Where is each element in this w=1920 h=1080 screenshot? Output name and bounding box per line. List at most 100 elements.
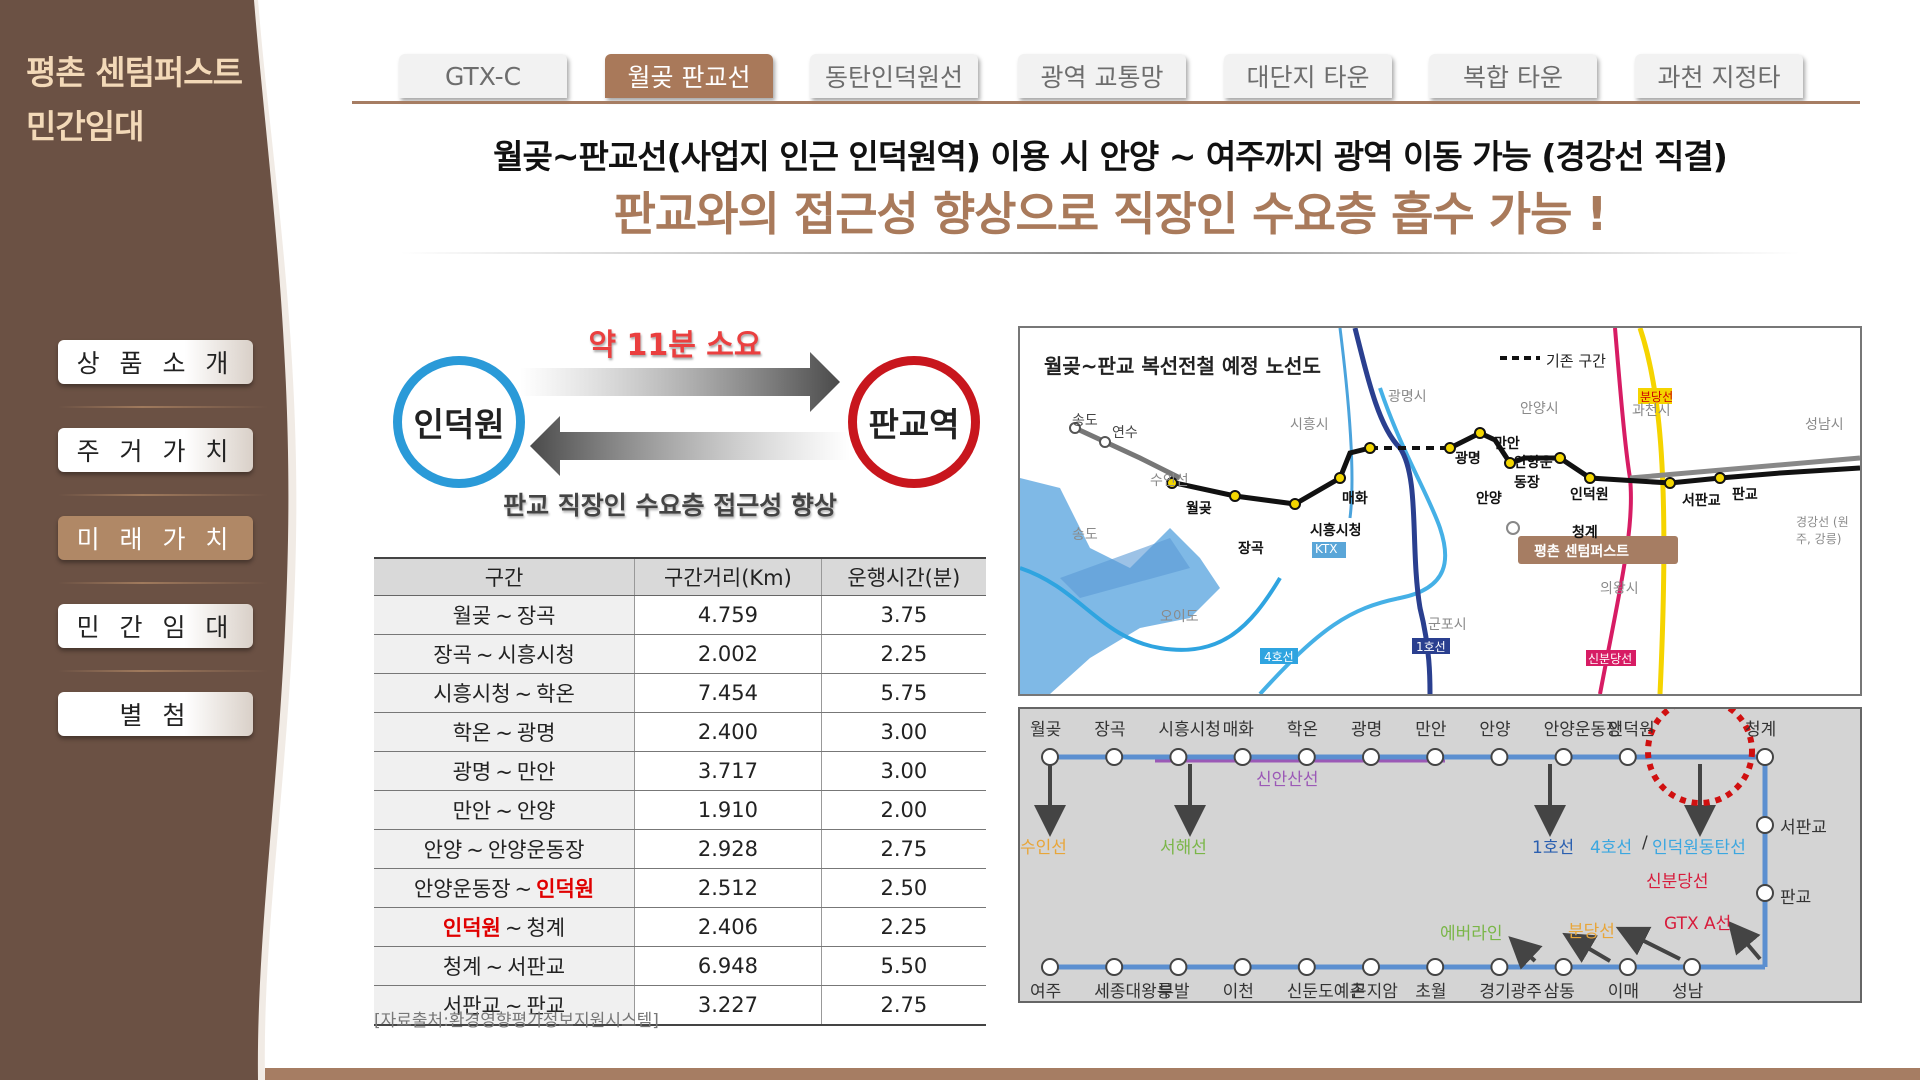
cell-section: 만안 ~ 안양	[374, 790, 636, 830]
tab-large-complex[interactable]: 대단지 타운	[1224, 54, 1392, 98]
line-tag-bundang: 분당선	[1640, 390, 1674, 404]
schematic-station-dot	[1554, 748, 1573, 766]
route-caption: 판교 직장인 수요층 접근성 향상	[503, 491, 837, 520]
schematic-station: 시흥시청	[1158, 720, 1221, 740]
site-label: 평촌 센텀퍼스트	[1534, 544, 1630, 560]
table-row: 서판교 ~ 판교 3.227 2.75	[374, 985, 986, 1026]
table-row: 안양 ~ 안양운동장 2.928 2.75	[374, 829, 986, 869]
schematic-station-dot	[1618, 748, 1637, 766]
sidebar-item-private-rental[interactable]: 민 간 임 대	[58, 604, 253, 648]
sidebar-item-product[interactable]: 상 품 소 개	[58, 340, 253, 384]
line-label-line1: 1호선	[1532, 838, 1575, 858]
map-place: 송도	[1072, 527, 1098, 543]
map-title: 월곶~판교 복선전철 예정 노선도	[1044, 354, 1321, 378]
section-separator: ~	[514, 877, 533, 901]
table-header-row: 구간 구간거리(Km) 운행시간(분)	[374, 557, 986, 596]
schematic-station: 이매	[1607, 982, 1640, 1002]
cell-time: 2.75	[821, 985, 986, 1026]
brand-title: 평촌 센텀퍼스트	[26, 53, 243, 92]
subheadline: 판교와의 접근성 향상으로 직장인 수요층 흡수 가능 !	[613, 187, 1608, 241]
schematic-station: 안양	[1479, 720, 1511, 740]
cell-section: 월곶 ~ 장곡	[374, 595, 636, 635]
schematic-station: 청계	[1745, 720, 1777, 740]
section-separator: ~	[504, 994, 523, 1018]
map-station: 송도	[1072, 413, 1098, 429]
schematic-station-dot	[1490, 748, 1509, 766]
section-from: 월곶	[452, 604, 492, 628]
sidebar-item-future-value[interactable]: 미 래 가 치	[58, 516, 253, 560]
map-station: 연수	[1112, 425, 1138, 441]
line-schematic: 월곶 장곡 시흥시청 매화 학온 광명 만안 안양 안양운동장 인덕원 청계 여주 세종대왕릉 부발 이천…	[1018, 707, 1862, 1003]
tab-mixed-town[interactable]: 복합 타운	[1429, 54, 1597, 98]
line-tag-1: 1호선	[1416, 640, 1446, 654]
tab-dongtan-indeokwon[interactable]: 동탄인덕원선	[810, 54, 978, 98]
schematic-station-dot	[1169, 958, 1188, 976]
table-row: 학온 ~ 광명 2.400 3.00	[374, 712, 986, 752]
line-label-everline: 에버라인	[1440, 924, 1503, 944]
cell-time: 2.25	[821, 634, 986, 674]
map-station: 만안	[1494, 436, 1520, 452]
section-from: 시흥시청	[433, 682, 511, 706]
schematic-station-dot	[1041, 958, 1059, 976]
sidebar-divider	[58, 670, 268, 672]
schematic-station-dot	[1362, 748, 1380, 766]
schematic-station: 판교	[1780, 888, 1812, 908]
schematic-station: 신둔도예촌	[1286, 982, 1365, 1002]
map-place: 수인선	[1150, 473, 1189, 489]
map-place: 과천시	[1632, 403, 1671, 419]
cell-distance: 4.759	[634, 595, 822, 635]
tab-regional-transport[interactable]: 광역 교통망	[1018, 54, 1186, 98]
brand-subtitle: 민간임대	[26, 107, 144, 146]
section-separator: ~	[495, 604, 513, 628]
section-to: 광명	[516, 721, 556, 745]
map-place: 안양시	[1520, 401, 1559, 417]
map-station: 인덕원	[1570, 487, 1609, 503]
sidebar-item-living-value[interactable]: 주 거 가 치	[58, 428, 253, 472]
table-row: 시흥시청 ~ 학온 7.454 5.75	[374, 673, 986, 713]
schematic-station-dot	[1362, 958, 1380, 976]
table-row: 청계 ~ 서판교 6.948 5.50	[374, 946, 986, 986]
schematic-station: 학온	[1286, 720, 1319, 740]
cell-time: 3.75	[821, 595, 986, 635]
cell-distance: 2.400	[634, 712, 822, 752]
tab-wolgot-pangyo[interactable]: 월곶 판교선	[605, 54, 773, 98]
sidebar: 평촌 센텀퍼스트 민간임대 상 품 소 개 주 거 가 치 미 래 가 치 민 …	[0, 0, 300, 1080]
tab-underline	[352, 101, 1860, 104]
headline-divider	[400, 252, 1800, 254]
cell-section: 서판교 ~ 판교	[374, 985, 636, 1026]
tab-gtx-c[interactable]: GTX-C	[399, 54, 567, 98]
section-to: 안양	[516, 799, 556, 823]
schematic-station-dot	[1297, 748, 1316, 766]
schematic-station-dot	[1105, 748, 1124, 766]
schematic-station-dot	[1554, 958, 1573, 976]
schematic-station: 이천	[1222, 982, 1254, 1002]
schematic-station-dot	[1297, 958, 1316, 976]
section-separator: ~	[495, 799, 513, 823]
section-separator: ~	[466, 838, 484, 862]
section-separator: ~	[485, 955, 504, 979]
section-separator: ~	[495, 721, 513, 745]
schematic-station-dot	[1169, 748, 1188, 766]
cell-time: 3.00	[821, 712, 986, 752]
schematic-station: 여주	[1030, 982, 1062, 1002]
section-to: 장곡	[516, 604, 556, 628]
section-from: 장곡	[433, 643, 472, 667]
schematic-station: 인덕원	[1607, 720, 1655, 740]
section-from: 만안	[452, 799, 492, 823]
map-station: 판교	[1732, 487, 1758, 503]
tab-gwacheon[interactable]: 과천 지정타	[1635, 54, 1803, 98]
map-place: 오이도	[1160, 609, 1199, 625]
header-time: 운행시간(분)	[821, 557, 986, 596]
cell-distance: 6.948	[634, 946, 822, 986]
section-separator: ~	[475, 643, 494, 667]
map-place: 경강선 (원주, 강릉)	[1796, 515, 1849, 546]
table-row: 인덕원 ~ 청계 2.406 2.25	[374, 907, 986, 947]
cell-time: 2.75	[821, 829, 986, 869]
sidebar-divider	[58, 406, 268, 408]
section-from: 서판교	[442, 994, 501, 1018]
line-label-separator: /	[1642, 833, 1648, 853]
cell-time: 2.50	[821, 868, 986, 908]
sidebar-item-appendix[interactable]: 별 첨	[58, 692, 253, 736]
map-place: 광명시	[1388, 389, 1427, 405]
line-label-line4: 4호선	[1590, 838, 1633, 858]
